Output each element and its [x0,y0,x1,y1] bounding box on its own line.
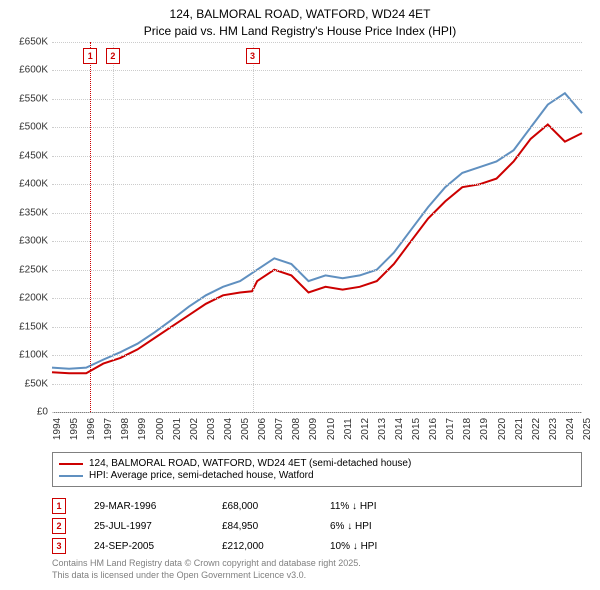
legend-item-price-paid: 124, BALMORAL ROAD, WATFORD, WD24 4ET (s… [59,458,575,469]
x-axis-label: 2022 [531,418,542,440]
gridline-h [52,327,582,328]
x-axis-label: 2004 [223,418,234,440]
y-axis-label: £200K [4,293,48,304]
series-price_paid [52,125,582,374]
x-axis-label: 2012 [360,418,371,440]
transaction-hpi: 6% ↓ HPI [330,521,430,532]
x-axis-label: 2007 [274,418,285,440]
x-axis-label: 2025 [582,418,593,440]
footer-line2: This data is licensed under the Open Gov… [52,570,361,582]
legend-item-hpi: HPI: Average price, semi-detached house,… [59,470,575,481]
x-axis-label: 2014 [394,418,405,440]
x-axis-label: 2015 [411,418,422,440]
x-axis-label: 2016 [428,418,439,440]
x-axis-label: 2002 [189,418,200,440]
gridline-h [52,241,582,242]
gridline-h [52,127,582,128]
transactions-table: 1 29-MAR-1996 £68,000 11% ↓ HPI 2 25-JUL… [52,494,582,558]
legend-swatch [59,463,83,465]
marker-box: 2 [106,48,120,64]
x-axis-label: 1994 [52,418,63,440]
x-axis-label: 2000 [155,418,166,440]
gridline-h [52,412,582,413]
gridline-h [52,70,582,71]
footer-line1: Contains HM Land Registry data © Crown c… [52,558,361,570]
y-axis-label: £150K [4,321,48,332]
x-axis-label: 1995 [69,418,80,440]
transaction-date: 29-MAR-1996 [94,501,194,512]
transaction-row: 3 24-SEP-2005 £212,000 10% ↓ HPI [52,538,582,554]
x-axis-label: 2006 [257,418,268,440]
legend-label: HPI: Average price, semi-detached house,… [89,470,314,481]
gridline-h [52,184,582,185]
y-axis-label: £500K [4,122,48,133]
title-line1: 124, BALMORAL ROAD, WATFORD, WD24 4ET [0,6,600,23]
marker-box: 1 [83,48,97,64]
x-axis-label: 2009 [308,418,319,440]
y-axis-label: £550K [4,93,48,104]
transaction-price: £212,000 [222,541,302,552]
x-axis-label: 2003 [206,418,217,440]
x-axis-label: 2024 [565,418,576,440]
gridline-h [52,355,582,356]
marker-badge: 1 [52,498,66,514]
y-axis-label: £400K [4,179,48,190]
x-axis-label: 2005 [240,418,251,440]
chart-container: 124, BALMORAL ROAD, WATFORD, WD24 4ET Pr… [0,0,600,590]
x-axis-label: 2021 [514,418,525,440]
marker-box: 3 [246,48,260,64]
y-axis-label: £0 [4,407,48,418]
x-axis-label: 2011 [343,418,354,440]
transaction-hpi: 10% ↓ HPI [330,541,430,552]
gridline-h [52,298,582,299]
transaction-date: 24-SEP-2005 [94,541,194,552]
x-axis-label: 2019 [479,418,490,440]
x-axis-label: 2020 [497,418,508,440]
chart-svg [52,42,582,412]
y-axis-label: £350K [4,207,48,218]
gridline-h [52,156,582,157]
transaction-hpi: 11% ↓ HPI [330,501,430,512]
x-axis-label: 2017 [445,418,456,440]
x-axis-label: 2013 [377,418,388,440]
x-axis-label: 2008 [291,418,302,440]
transaction-row: 1 29-MAR-1996 £68,000 11% ↓ HPI [52,498,582,514]
legend: 124, BALMORAL ROAD, WATFORD, WD24 4ET (s… [52,452,582,487]
y-axis-label: £100K [4,350,48,361]
transaction-date: 25-JUL-1997 [94,521,194,532]
gridline-h [52,42,582,43]
transaction-price: £84,950 [222,521,302,532]
y-axis-label: £600K [4,65,48,76]
legend-label: 124, BALMORAL ROAD, WATFORD, WD24 4ET (s… [89,458,411,469]
y-axis-label: £300K [4,236,48,247]
marker-vline [90,42,91,412]
plot-area: £0£50K£100K£150K£200K£250K£300K£350K£400… [52,42,582,413]
y-axis-label: £50K [4,378,48,389]
gridline-h [52,384,582,385]
marker-badge: 2 [52,518,66,534]
gridline-h [52,270,582,271]
marker-badge: 3 [52,538,66,554]
marker-vline [253,42,254,412]
x-axis-label: 1997 [103,418,114,440]
chart-title: 124, BALMORAL ROAD, WATFORD, WD24 4ET Pr… [0,0,600,40]
footer: Contains HM Land Registry data © Crown c… [52,558,361,581]
y-axis-label: £250K [4,264,48,275]
y-axis-label: £450K [4,150,48,161]
transaction-row: 2 25-JUL-1997 £84,950 6% ↓ HPI [52,518,582,534]
x-axis-label: 2010 [326,418,337,440]
x-axis-label: 1999 [137,418,148,440]
x-axis-label: 2023 [548,418,559,440]
x-axis-label: 1998 [120,418,131,440]
x-axis-label: 1996 [86,418,97,440]
legend-swatch [59,475,83,477]
x-axis-label: 2018 [462,418,473,440]
y-axis-label: £650K [4,37,48,48]
title-line2: Price paid vs. HM Land Registry's House … [0,23,600,40]
x-axis-label: 2001 [172,418,183,440]
marker-vline [113,42,114,412]
transaction-price: £68,000 [222,501,302,512]
gridline-h [52,213,582,214]
gridline-h [52,99,582,100]
